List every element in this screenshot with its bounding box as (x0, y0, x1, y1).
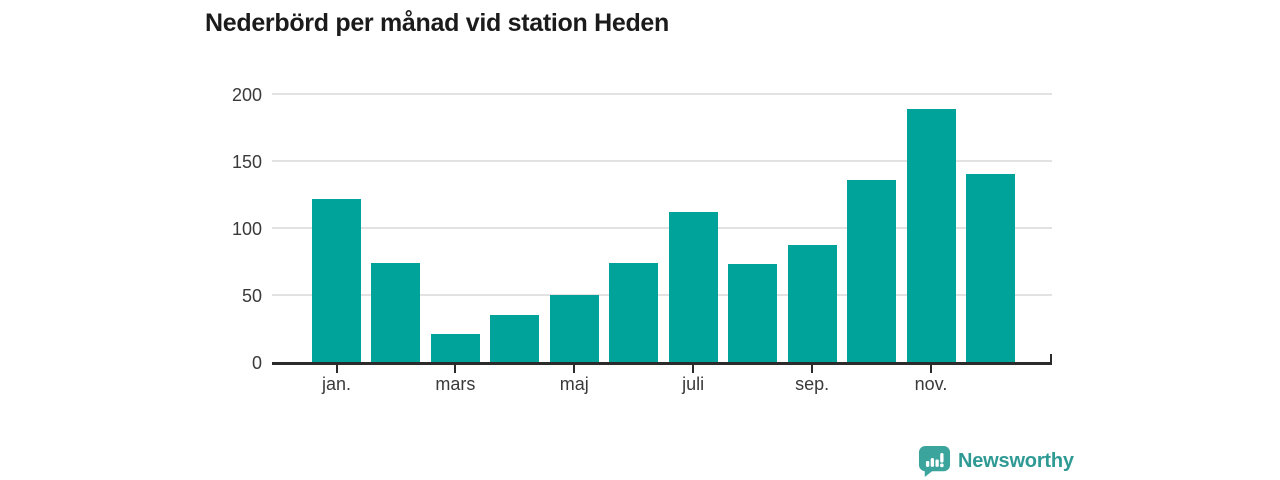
x-axis-label: nov. (914, 374, 948, 394)
x-axis-label: mars (435, 374, 476, 394)
y-axis-label: 100 (231, 219, 262, 239)
bar-12 (965, 174, 1015, 362)
x-axis-tick (454, 364, 457, 373)
x-axis-tick (692, 364, 695, 373)
newsworthy-logo[interactable]: Newsworthy (918, 445, 1074, 478)
x-axis-label: juli (682, 374, 705, 394)
newsworthy-icon (918, 445, 951, 478)
bar-2 (371, 262, 421, 362)
bar-6 (609, 262, 659, 362)
bar-10 (847, 179, 897, 362)
x-axis-tick (930, 364, 932, 373)
y-axis-label: 50 (241, 286, 262, 306)
bar-3 (430, 333, 480, 362)
bar-9 (787, 245, 837, 362)
y-axis-label: 0 (251, 353, 262, 373)
bar-11 (906, 108, 956, 362)
newsworthy-wordmark: Newsworthy (958, 450, 1074, 472)
x-axis-label: jan. (321, 374, 352, 394)
gridline (272, 160, 1052, 162)
y-axis-label: 200 (231, 85, 262, 105)
x-axis-endcap (1049, 354, 1052, 364)
bar-5 (549, 295, 599, 362)
gridline (272, 93, 1052, 95)
gridline (272, 294, 1052, 296)
x-axis-tick (811, 364, 814, 373)
bar-7 (668, 211, 718, 362)
chart-title: Nederbörd per månad vid station Heden (205, 9, 669, 37)
x-axis-tick (573, 364, 576, 373)
x-axis-label: sep. (795, 374, 830, 394)
x-axis-label: maj (559, 374, 589, 394)
bar-8 (728, 264, 778, 362)
x-axis-tick (335, 364, 338, 373)
y-axis-label: 150 (231, 152, 262, 172)
gridline (272, 227, 1052, 229)
bar-1 (312, 198, 361, 362)
x-axis-line (272, 362, 1052, 365)
bar-4 (490, 315, 540, 362)
